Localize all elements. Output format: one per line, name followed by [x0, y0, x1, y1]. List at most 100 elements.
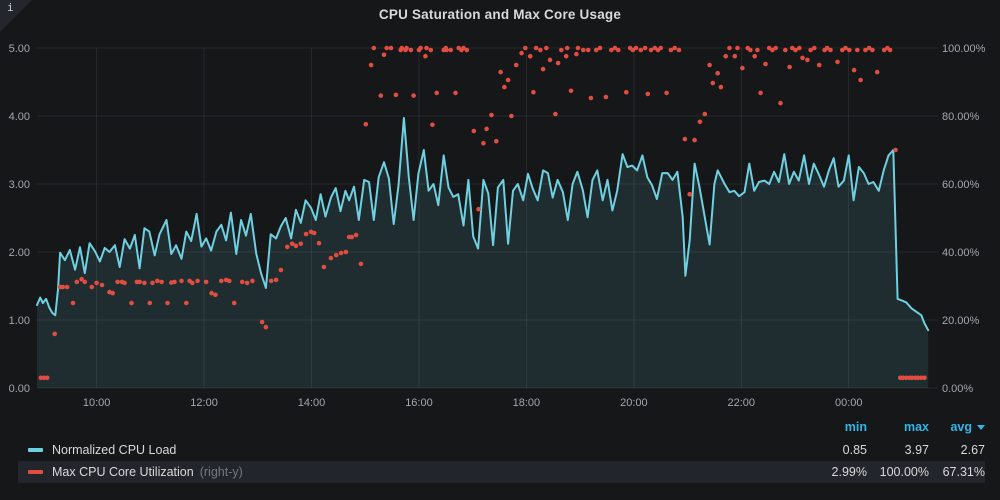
- core-utilization-dot: [723, 53, 728, 59]
- stat-min-core-utilization: 2.99%: [831, 465, 867, 479]
- core-utilization-dot: [633, 45, 639, 51]
- core-utilization-dot: [758, 90, 763, 96]
- series-label-cpu-load[interactable]: Normalized CPU Load: [52, 443, 177, 457]
- core-utilization-dot: [393, 92, 399, 98]
- core-utilization-dot: [509, 113, 514, 119]
- core-utilization-dot: [523, 45, 528, 51]
- core-utilization-dot: [219, 278, 224, 284]
- core-utilization-dot: [244, 280, 250, 286]
- core-utilization-dot: [137, 279, 142, 285]
- legend-row-max-core-utilization: Max CPU Core Utilization (right-y) 2.99%…: [18, 461, 985, 483]
- core-utilization-dot: [585, 47, 591, 53]
- core-utilization-dot: [343, 249, 349, 255]
- panel-title[interactable]: CPU Saturation and Max Core Usage: [378, 7, 622, 22]
- core-utilization-dot: [250, 278, 255, 284]
- series-label-core-utilization[interactable]: Max CPU Core Utilization: [52, 465, 194, 479]
- core-utilization-dot: [863, 47, 868, 53]
- core-utilization-dot: [793, 47, 798, 53]
- core-utilization-dot: [553, 111, 558, 117]
- core-utilization-dot: [384, 45, 390, 51]
- core-utilization-dot: [349, 234, 355, 240]
- core-utilization-dot: [727, 45, 732, 51]
- core-utilization-dot: [740, 65, 745, 71]
- legend-sort-max[interactable]: max: [903, 420, 929, 434]
- core-utilization-dot: [593, 47, 599, 53]
- core-utilization-dot: [44, 375, 50, 381]
- core-utilization-dot: [893, 147, 898, 153]
- time-series-plot[interactable]: 0.00 1.00 2.00 3.00 4.00 5.00 0.00% 20.00% 40.00…: [0, 0, 1000, 415]
- core-utilization-dot: [824, 45, 830, 51]
- core-utilization-dot: [642, 45, 648, 51]
- core-utilization-dot: [60, 284, 66, 290]
- core-utilization-dot: [41, 375, 47, 381]
- series-swatch-cpu-load[interactable]: [28, 448, 43, 452]
- core-utilization-dot: [843, 45, 848, 51]
- stat-min-cpu-load: 0.85: [842, 443, 867, 457]
- core-utilization-dot: [735, 45, 740, 51]
- y-left-tick-label: 2.00: [9, 247, 30, 259]
- core-utilization-dot: [816, 62, 822, 68]
- core-utilization-dot: [184, 300, 189, 306]
- core-utilization-dot: [110, 290, 115, 296]
- core-utilization-dot: [808, 47, 813, 53]
- core-utilization-dot: [687, 191, 692, 197]
- y-right-tick-label: 20.00%: [942, 315, 980, 327]
- x-tick-label: 22:00: [728, 397, 756, 409]
- core-utilization-dot: [423, 53, 428, 59]
- core-utilization-dot: [547, 57, 553, 63]
- core-utilization-dot: [448, 47, 454, 53]
- core-utilization-dot: [800, 55, 805, 61]
- core-utilization-dot: [919, 375, 924, 381]
- core-utilization-dot: [668, 47, 674, 53]
- core-utilization-dot: [464, 47, 470, 53]
- core-utilization-dot: [278, 267, 284, 273]
- y-left-tick-label: 3.00: [9, 179, 30, 191]
- core-utilization-dot: [922, 375, 927, 381]
- core-utilization-dot: [428, 47, 434, 53]
- cpu-load-area-fill: [37, 118, 929, 388]
- core-utilization-dot: [231, 300, 237, 306]
- panel-info-corner[interactable]: i: [0, 0, 32, 32]
- core-utilization-dot: [353, 232, 359, 238]
- core-utilization-dot: [783, 47, 788, 53]
- info-icon: i: [7, 1, 14, 14]
- core-utilization-dot: [648, 47, 654, 53]
- core-utilization-dot: [835, 59, 840, 65]
- core-utilization-dot: [481, 140, 486, 146]
- core-utilization-dot: [453, 90, 458, 96]
- core-utilization-dot: [94, 280, 99, 286]
- core-utilization-dot: [74, 279, 80, 285]
- core-utilization-dot: [707, 62, 712, 68]
- core-utilization-dot: [388, 45, 394, 51]
- core-utilization-dot: [770, 47, 775, 53]
- y-right-tick-label: 60.00%: [942, 179, 980, 191]
- core-utilization-dot: [411, 93, 416, 98]
- core-utilization-dot: [540, 66, 546, 72]
- core-utilization-dot: [444, 47, 449, 53]
- core-utilization-dot: [64, 284, 70, 290]
- x-tick-label: 14:00: [298, 397, 326, 409]
- core-utilization-dot: [531, 89, 536, 95]
- series-swatch-core-utilization[interactable]: [28, 470, 43, 474]
- core-utilization-dot: [381, 52, 387, 58]
- core-utilization-dot: [129, 300, 134, 306]
- core-utilization-dot: [568, 88, 574, 94]
- legend-sort-avg[interactable]: avg: [929, 420, 985, 434]
- core-utilization-dot: [268, 278, 274, 284]
- core-utilization-dot: [597, 45, 603, 51]
- core-utilization-dot: [755, 47, 760, 53]
- core-utilization-dot: [195, 278, 200, 284]
- core-utilization-dot: [527, 53, 533, 59]
- core-utilization-dot: [676, 47, 682, 53]
- core-utilization-dot: [489, 112, 494, 118]
- core-utilization-dot: [697, 119, 703, 125]
- core-utilization-dot: [505, 77, 511, 83]
- y-right-tick-label: 80.00%: [942, 111, 980, 123]
- legend-sort-min[interactable]: min: [844, 420, 867, 434]
- core-utilization-dot: [298, 241, 304, 247]
- core-utilization-dot: [797, 45, 802, 51]
- core-utilization-dot: [259, 319, 265, 325]
- core-utilization-dot: [408, 47, 414, 53]
- core-utilization-dot: [787, 64, 792, 70]
- x-tick-label: 00:00: [835, 397, 863, 409]
